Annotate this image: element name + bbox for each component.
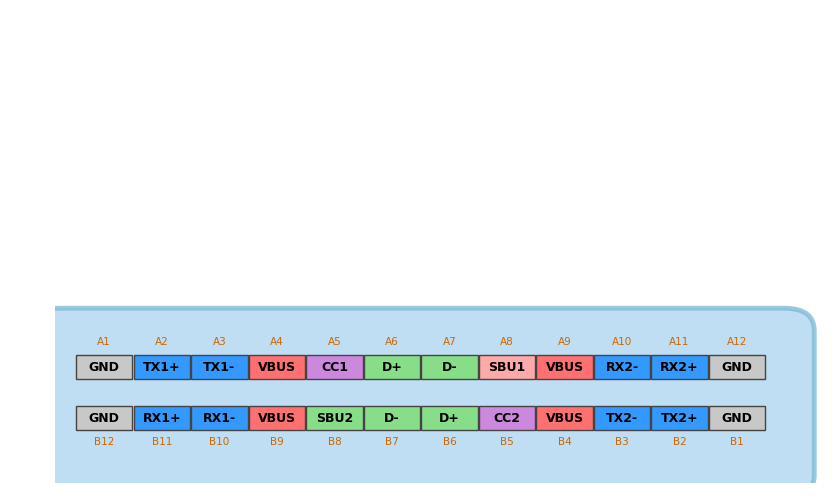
- FancyBboxPatch shape: [709, 406, 765, 430]
- Text: RX1-: RX1-: [203, 411, 236, 425]
- Text: VBUS: VBUS: [258, 361, 296, 374]
- FancyBboxPatch shape: [421, 406, 477, 430]
- Text: B4: B4: [558, 437, 571, 447]
- FancyBboxPatch shape: [594, 355, 650, 379]
- Text: A3: A3: [212, 338, 227, 348]
- FancyBboxPatch shape: [479, 406, 535, 430]
- Text: B6: B6: [443, 437, 456, 447]
- Text: D+: D+: [439, 411, 460, 425]
- FancyBboxPatch shape: [651, 406, 708, 430]
- Text: A12: A12: [727, 338, 748, 348]
- FancyBboxPatch shape: [191, 406, 248, 430]
- FancyBboxPatch shape: [363, 406, 420, 430]
- Text: CC2: CC2: [493, 411, 520, 425]
- Text: A6: A6: [385, 338, 399, 348]
- Text: SBU1: SBU1: [488, 361, 525, 374]
- Text: B8: B8: [327, 437, 341, 447]
- Text: B10: B10: [209, 437, 229, 447]
- Text: GND: GND: [722, 361, 753, 374]
- Text: D-: D-: [441, 361, 457, 374]
- FancyBboxPatch shape: [133, 406, 190, 430]
- FancyBboxPatch shape: [479, 355, 535, 379]
- Text: D-: D-: [384, 411, 399, 425]
- Text: TX2-: TX2-: [606, 411, 638, 425]
- Text: RX2-: RX2-: [606, 361, 638, 374]
- FancyBboxPatch shape: [536, 355, 592, 379]
- Text: A10: A10: [612, 338, 632, 348]
- Text: CC1: CC1: [320, 361, 348, 374]
- Text: A4: A4: [270, 338, 284, 348]
- Text: RX2+: RX2+: [660, 361, 699, 374]
- FancyBboxPatch shape: [594, 406, 650, 430]
- Text: A7: A7: [443, 338, 456, 348]
- FancyBboxPatch shape: [29, 308, 815, 498]
- FancyBboxPatch shape: [248, 406, 305, 430]
- FancyBboxPatch shape: [363, 355, 420, 379]
- Text: TX1-: TX1-: [203, 361, 236, 374]
- FancyBboxPatch shape: [709, 355, 765, 379]
- Text: B3: B3: [615, 437, 629, 447]
- Text: A5: A5: [327, 338, 341, 348]
- FancyBboxPatch shape: [306, 406, 362, 430]
- Text: B7: B7: [385, 437, 399, 447]
- Text: A8: A8: [500, 338, 513, 348]
- Text: SBU2: SBU2: [315, 411, 353, 425]
- Text: A2: A2: [155, 338, 169, 348]
- FancyBboxPatch shape: [421, 355, 477, 379]
- Text: RX1+: RX1+: [143, 411, 181, 425]
- Text: VBUS: VBUS: [258, 411, 296, 425]
- Text: B5: B5: [500, 437, 513, 447]
- Text: TX1+: TX1+: [143, 361, 180, 374]
- Text: TX2+: TX2+: [661, 411, 698, 425]
- Text: GND: GND: [722, 411, 753, 425]
- FancyBboxPatch shape: [536, 406, 592, 430]
- Text: A9: A9: [558, 338, 571, 348]
- Text: B1: B1: [730, 437, 744, 447]
- Text: B12: B12: [94, 437, 114, 447]
- Text: VBUS: VBUS: [545, 411, 584, 425]
- Text: A1: A1: [97, 338, 111, 348]
- Text: VBUS: VBUS: [545, 361, 584, 374]
- Text: B2: B2: [673, 437, 686, 447]
- Text: B9: B9: [270, 437, 284, 447]
- FancyBboxPatch shape: [76, 355, 133, 379]
- Text: GND: GND: [89, 361, 120, 374]
- FancyBboxPatch shape: [651, 355, 708, 379]
- FancyBboxPatch shape: [306, 355, 362, 379]
- Text: D+: D+: [382, 361, 403, 374]
- FancyBboxPatch shape: [133, 355, 190, 379]
- FancyBboxPatch shape: [191, 355, 248, 379]
- Text: A11: A11: [670, 338, 690, 348]
- FancyBboxPatch shape: [76, 406, 133, 430]
- FancyBboxPatch shape: [248, 355, 305, 379]
- Text: GND: GND: [89, 411, 120, 425]
- Text: B11: B11: [152, 437, 172, 447]
